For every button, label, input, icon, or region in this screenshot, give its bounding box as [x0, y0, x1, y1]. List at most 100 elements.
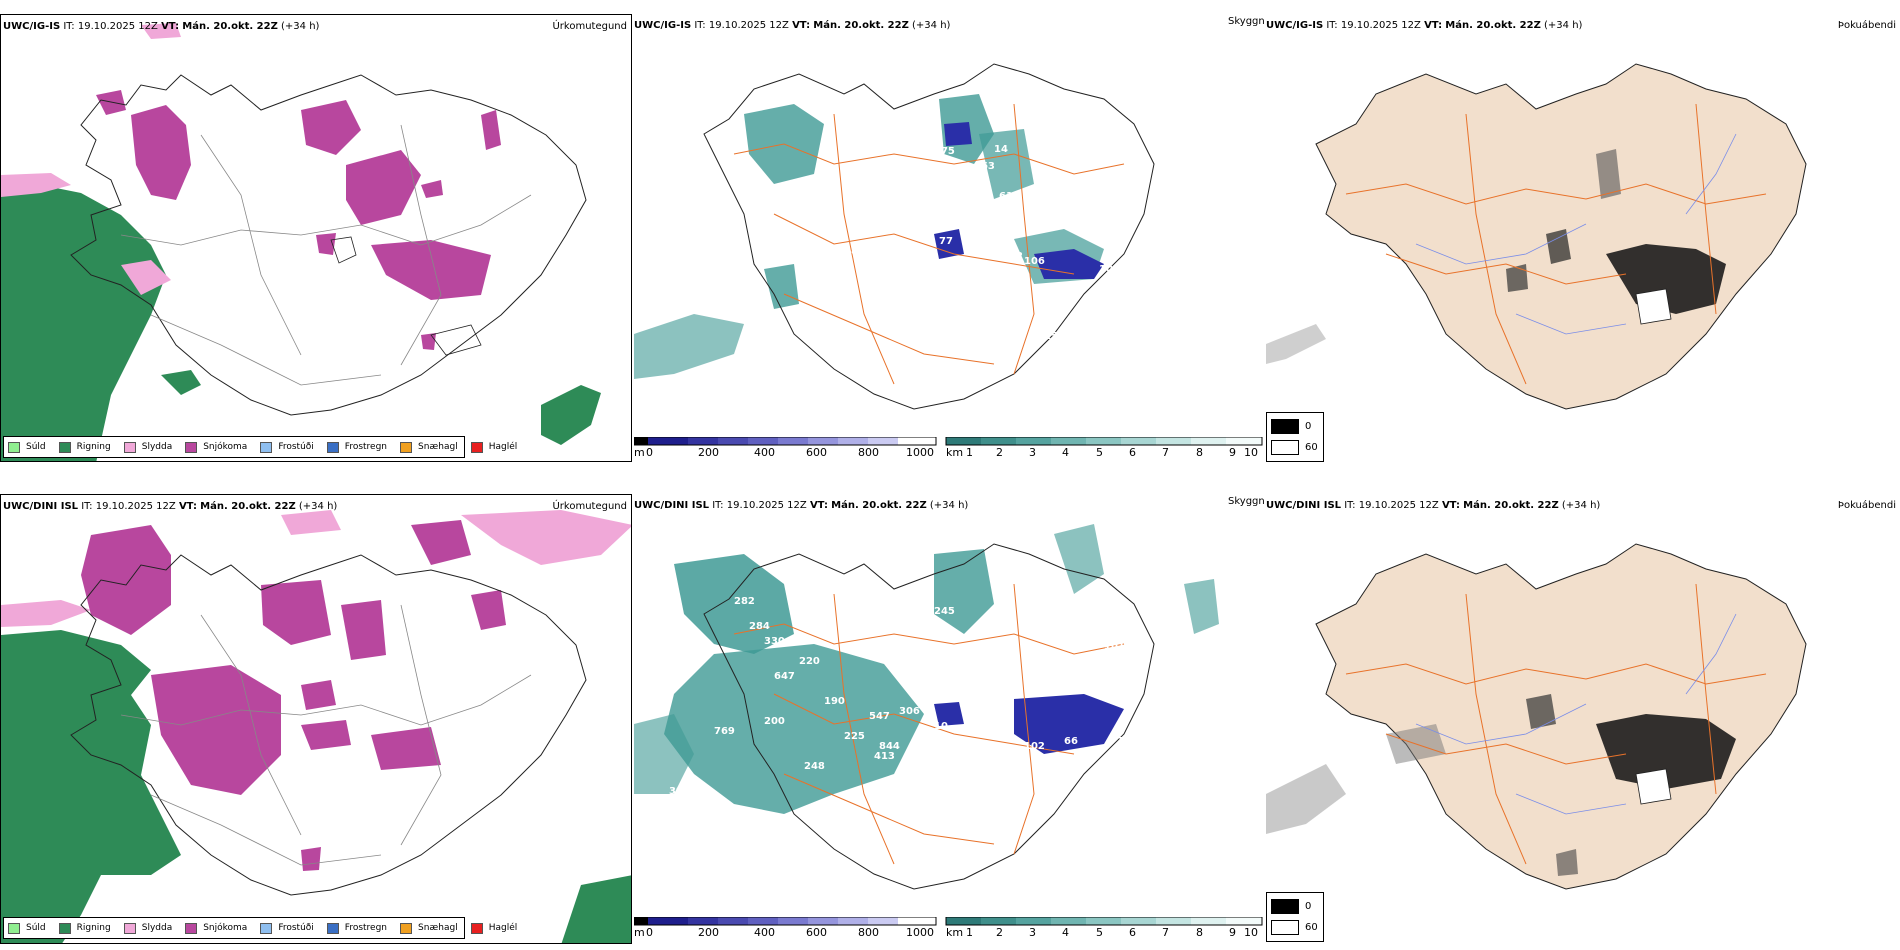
- snow-area: [371, 240, 491, 300]
- colorbar-tick: 4: [1062, 446, 1069, 459]
- fog-area: [1526, 694, 1556, 729]
- legend-swatch: [185, 922, 198, 934]
- low-vis-area: [634, 714, 694, 794]
- legend-swatch: [326, 441, 339, 453]
- snow-area: [301, 100, 361, 155]
- visibility-value-label: 10: [934, 721, 948, 732]
- very-low-vis-area: [934, 229, 964, 259]
- visibility-labels: 245 470 291 282 284 330 220 647 190 200 769 547 306 2…: [669, 596, 1125, 822]
- low-vis-area: [764, 264, 799, 309]
- colorbar-tick: 800: [858, 926, 879, 939]
- fog-area: [1556, 849, 1578, 876]
- fog-area: [1266, 324, 1326, 364]
- colorbar-tick: 3: [1029, 926, 1036, 939]
- visibility-colorbar: m 0 200 400 600 800 1000 km 1 2 3 4 5 6 …: [634, 917, 1264, 942]
- legend-item: Snjókoma: [185, 922, 247, 934]
- colorbar-tick: 2: [996, 446, 1003, 459]
- glacier-outline: [1635, 288, 1672, 325]
- snow-area: [81, 525, 171, 635]
- legend-swatch: [58, 922, 71, 934]
- visibility-value-label: 190: [824, 696, 845, 707]
- snow-area: [341, 600, 386, 660]
- visibility-map-row1: 175 163 14 617 13 77 106 139 465 101 132 185 1 22 15 U…: [634, 14, 1264, 462]
- colorbar-tick: 7: [1162, 446, 1169, 459]
- legend-item: Rigning: [58, 922, 111, 934]
- visibility-value-label: 844: [879, 741, 900, 752]
- model-name: UWC/IG-IS: [634, 20, 692, 31]
- fog-indicator-map-row2: UWC/DINI ISL IT: 19.10.2025 12Z VT: Mán.…: [1266, 494, 1900, 944]
- low-vis-area: [634, 314, 744, 379]
- legend-swatch: [8, 441, 20, 453]
- snow-area: [151, 665, 281, 795]
- colorbar-tick: 4: [1062, 926, 1069, 939]
- fog-legend-swatch: [1271, 419, 1299, 434]
- precip-type-map-row1: UWC/IG-IS IT: 19.10.2025 12Z VT: Mán. 20…: [0, 14, 632, 462]
- colorbar-tick: 1: [966, 926, 973, 939]
- visibility-value-label: 547: [869, 711, 890, 722]
- road-network: [120, 604, 532, 866]
- colorbar-tick: 1000: [906, 926, 934, 939]
- colorbar-m-label: m: [634, 446, 645, 459]
- fog-map-svg: [1266, 543, 1807, 890]
- fog-area: [1506, 264, 1528, 292]
- visibility-value-label: 175: [934, 146, 955, 157]
- colorbar-svg: [634, 917, 1263, 926]
- sleet-area: [141, 23, 181, 39]
- panel-title: Skyggni: [1228, 16, 1264, 27]
- visibility-value-label: 306: [899, 706, 920, 717]
- very-low-vis-area: [934, 702, 964, 726]
- snow-area: [261, 580, 331, 645]
- low-vis-area: [674, 554, 794, 654]
- model-name: UWC/DINI ISL: [3, 501, 79, 512]
- colorbar-tick: 6: [1129, 926, 1136, 939]
- fog-legend-row: 0: [1271, 419, 1311, 434]
- snow-area: [346, 150, 421, 225]
- colorbar-tick: 10: [1244, 926, 1258, 939]
- fog-legend: 0 60: [1266, 412, 1324, 462]
- colorbar-tick: 1: [966, 446, 973, 459]
- model-name: UWC/DINI ISL: [634, 500, 710, 511]
- legend-item: Frostregn: [326, 441, 387, 453]
- snow-area: [301, 680, 336, 710]
- road-network: [1345, 103, 1767, 385]
- visibility-value-label: 248: [804, 761, 825, 772]
- rain-area: [1, 185, 166, 461]
- colorbar-tick: 2: [996, 926, 1003, 939]
- visibility-map-svg: [634, 524, 1219, 890]
- fog-legend-row: 60: [1271, 440, 1318, 455]
- colorbar-tick: 400: [754, 446, 775, 459]
- colorbar-tick: 9: [1229, 446, 1236, 459]
- visibility-value-label: 245: [934, 606, 955, 617]
- fog-legend-swatch: [1271, 920, 1299, 935]
- very-low-vis-area: [944, 122, 972, 146]
- rain-area: [561, 875, 631, 943]
- colorbar-km-label: km: [946, 926, 964, 939]
- visibility-value-label: 66: [1064, 736, 1078, 747]
- visibility-value-label: 101: [1099, 264, 1120, 275]
- very-low-vis-area: [1034, 249, 1104, 279]
- low-vis-area: [1054, 524, 1104, 594]
- map-header: UWC/IG-IS IT: 19.10.2025 12Z VT: Mán. 20…: [634, 20, 951, 31]
- coastline: [70, 74, 587, 416]
- visibility-value-label: 77: [939, 236, 953, 247]
- rain-area: [161, 370, 201, 395]
- coastline: [703, 543, 1155, 890]
- river-network: [1415, 613, 1737, 815]
- colorbar-tick: 6: [1129, 446, 1136, 459]
- model-name: UWC/DINI ISL: [1266, 500, 1342, 511]
- snow-area: [411, 520, 471, 565]
- visibility-value-label: 329: [1104, 611, 1125, 622]
- colorbar-tick: 10: [1244, 446, 1258, 459]
- visibility-value-label: 22: [1009, 251, 1023, 262]
- fog-area: [1596, 149, 1621, 199]
- very-low-vis-area: [1014, 694, 1124, 754]
- glacier-outline: [1635, 768, 1672, 805]
- fog-legend-row: 0: [1271, 899, 1311, 914]
- legend-swatch: [260, 441, 273, 453]
- legend-item: Súld: [8, 441, 46, 453]
- colorbar-tick: 800: [858, 446, 879, 459]
- colorbar-tick: 200: [698, 926, 719, 939]
- visibility-map-svg: [634, 63, 1155, 410]
- fog-indicator-map-row1: UWC/IG-IS IT: 19.10.2025 12Z VT: Mán. 20…: [1266, 14, 1900, 462]
